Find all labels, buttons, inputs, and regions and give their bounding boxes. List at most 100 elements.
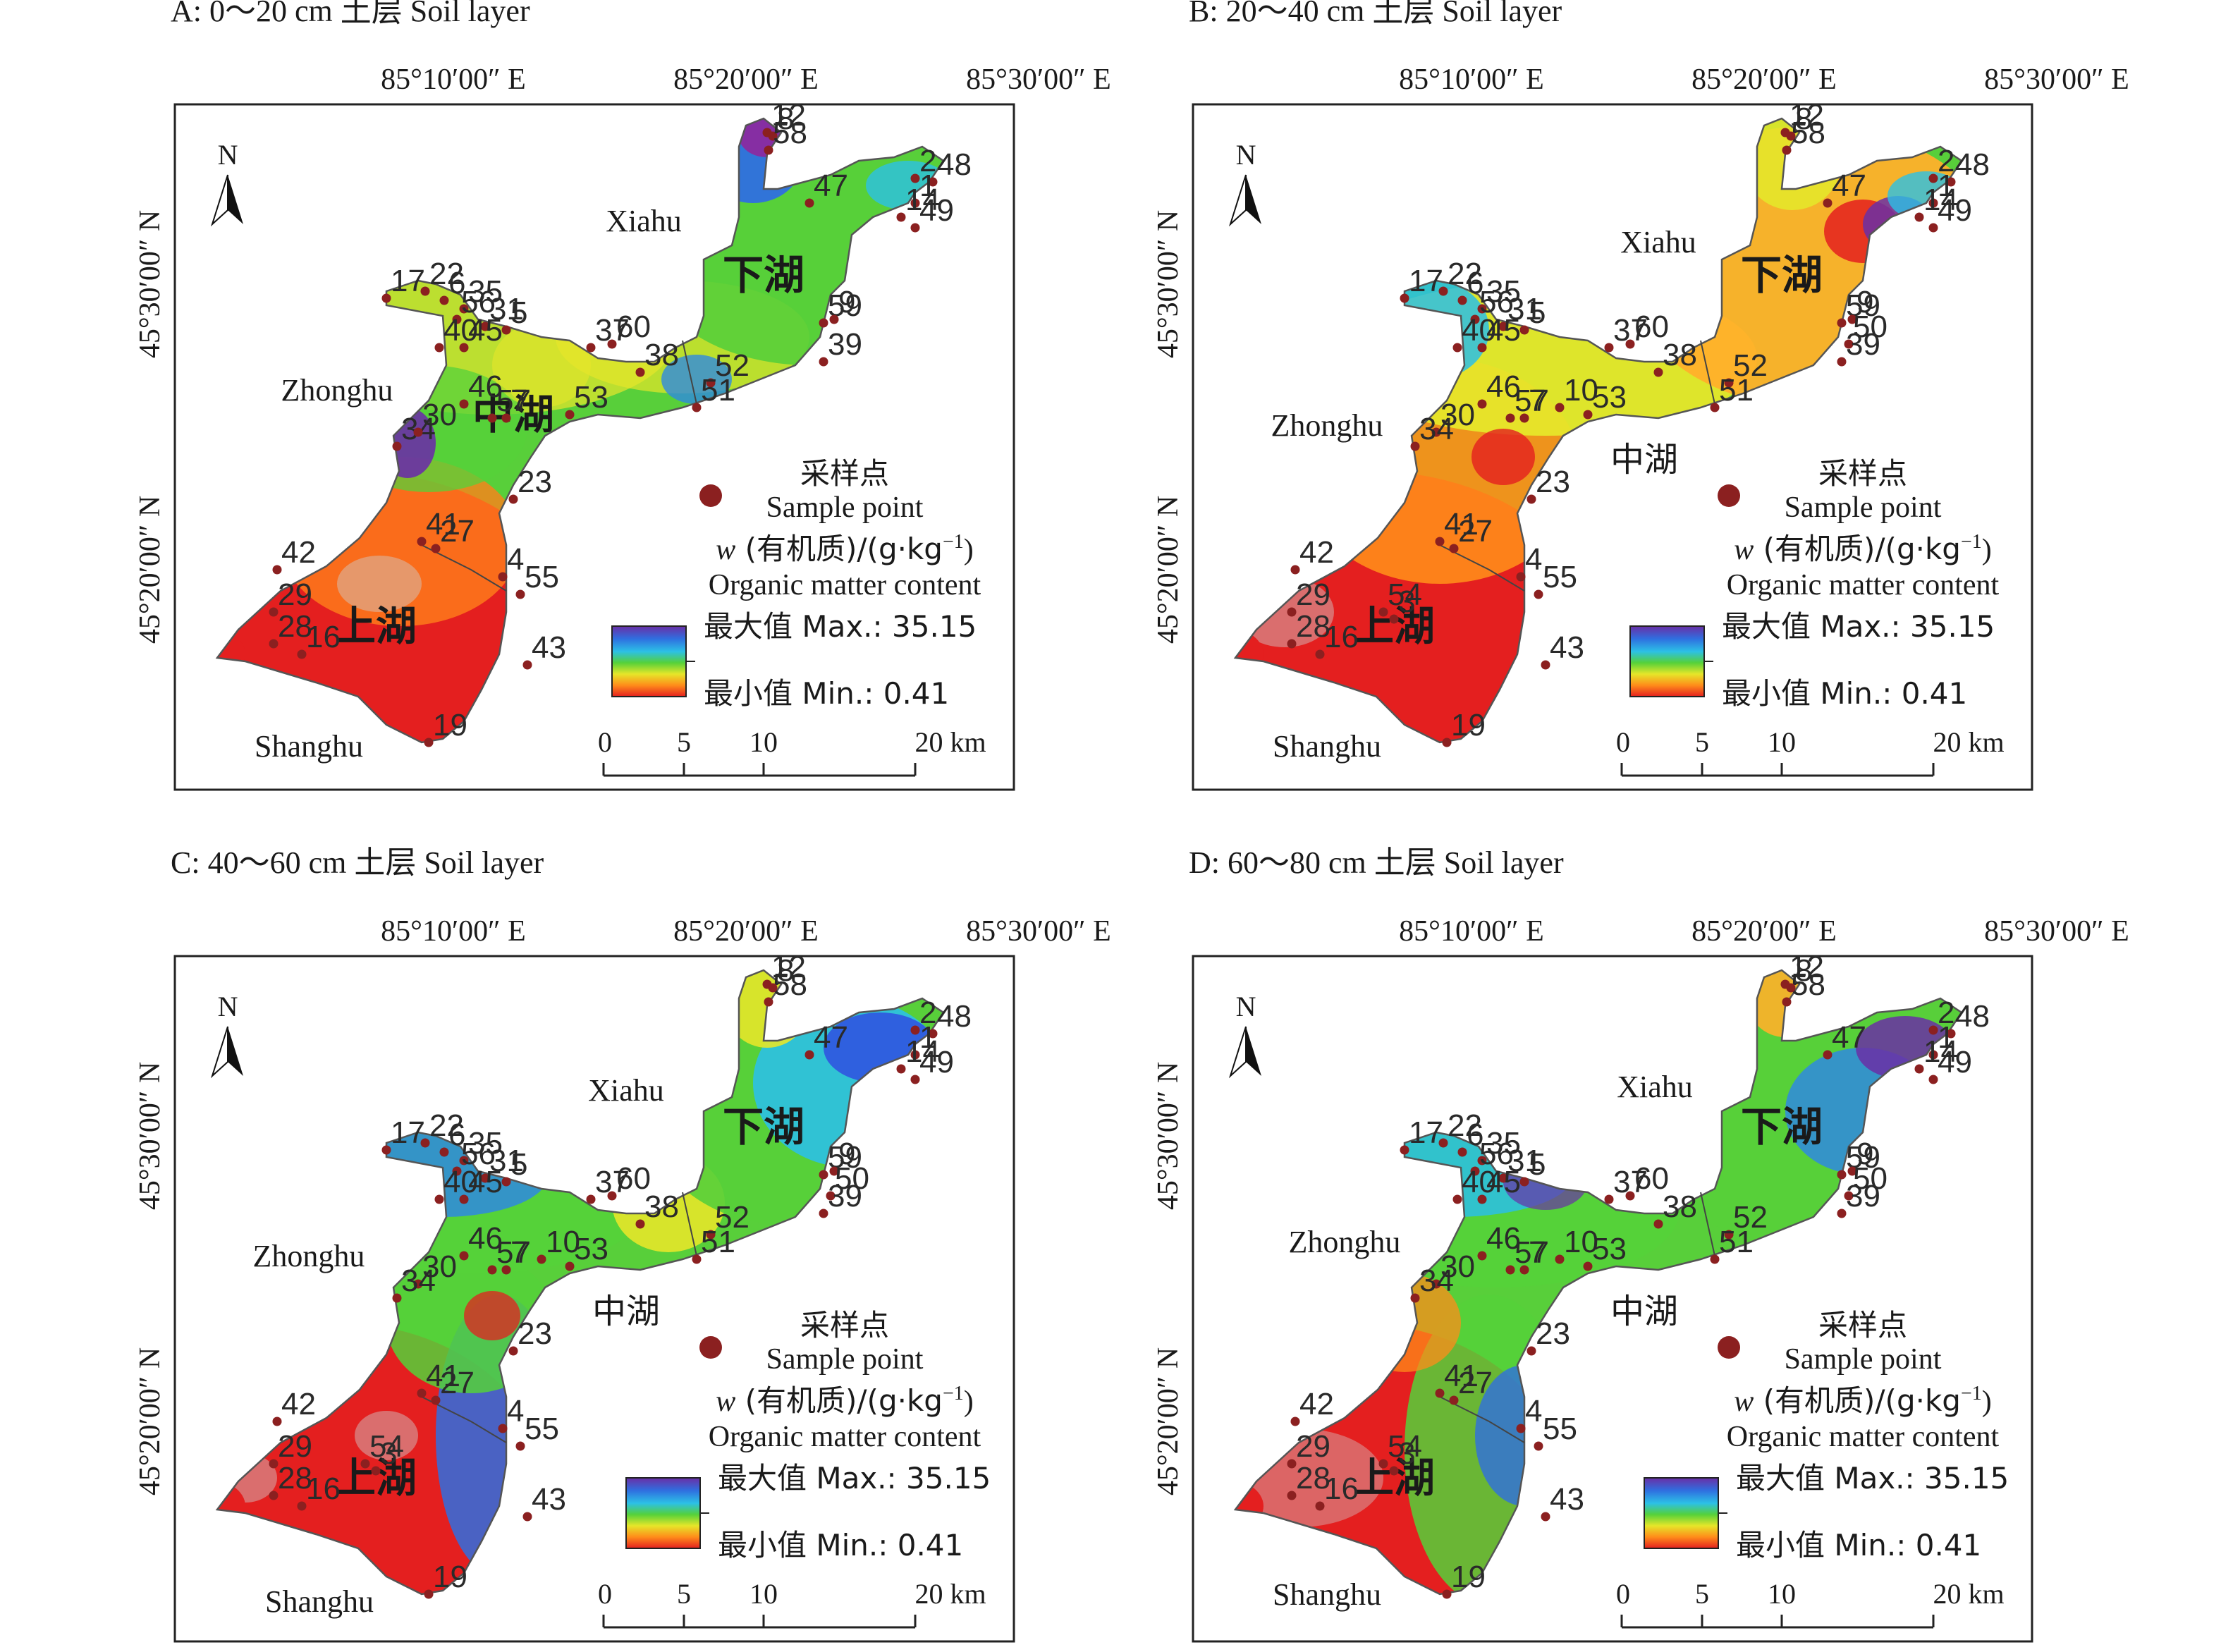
sample-point-label: 41 (426, 507, 460, 542)
sample-point-label: 1 (919, 169, 936, 203)
sample-point-marker (1555, 403, 1565, 412)
sample-point-label: 7 (1529, 384, 1546, 418)
place-name-shanghu: Shanghu (265, 1584, 374, 1619)
sample-point-marker (1526, 1346, 1536, 1356)
sample-point-marker (1847, 1166, 1857, 1176)
sample-point-marker (607, 1191, 617, 1201)
sample-point-marker (1438, 1138, 1448, 1148)
sample-point-label: 40 (443, 313, 478, 348)
sample-point-label: 19 (433, 1560, 467, 1594)
sample-point-marker (439, 295, 449, 305)
sample-point-marker (1837, 1209, 1847, 1218)
sample-point-marker (1837, 1170, 1847, 1180)
sample-point-label: 51 (701, 1225, 735, 1259)
organic-matter-zone (661, 355, 732, 404)
sample-point-label: 58 (1791, 116, 1825, 150)
lake-divider (1700, 1192, 1715, 1256)
sample-point-label: 3 (1398, 585, 1415, 619)
legend-variable-close: ) (1982, 1385, 1992, 1418)
sample-point-marker (431, 544, 441, 553)
lake-divider (682, 1192, 697, 1256)
sample-point-label: 43 (1550, 1482, 1584, 1517)
sample-point-marker (381, 293, 391, 303)
sample-point-marker (819, 1209, 828, 1218)
sample-point-marker (1498, 1173, 1508, 1183)
sample-point-marker (1457, 1147, 1467, 1157)
sample-point-label: 1 (919, 1020, 936, 1055)
sample-point-label: 39 (1846, 1179, 1880, 1213)
sample-point-label: 17 (1409, 1115, 1443, 1150)
legend-variable: w (有机质)/(g·kg−1) (1734, 531, 1991, 566)
sample-point-marker (439, 1147, 449, 1157)
place-name-xiahu: Xiahu (588, 1073, 664, 1108)
sample-point-label: 1 (1938, 169, 1954, 203)
panel-a: A: 0～20 cm 土层 Soil layer 85°10′00″ E 85°20… (134, 0, 1111, 791)
sample-point-label: 31 (489, 292, 524, 326)
legend-variable-name: (有机质)/(g·kg (735, 532, 943, 566)
sample-point-label: 56 (1479, 1137, 1514, 1171)
north-label: N (218, 139, 238, 171)
legend-sample-point-cn: 采样点 (1818, 456, 1907, 491)
sample-point-marker (1724, 378, 1734, 388)
sample-point-marker (1435, 1388, 1445, 1398)
sample-point-label: 46 (1486, 1221, 1521, 1256)
north-arrow-icon: N (210, 139, 243, 227)
longitude-label: 85°20′00″ E (673, 915, 819, 948)
sample-point-label: 47 (1832, 1020, 1866, 1055)
north-label: N (218, 991, 238, 1022)
sample-point-marker (1928, 198, 1938, 208)
longitude-label: 85°20′00″ E (1691, 915, 1837, 948)
sample-point-marker (537, 1254, 546, 1264)
sample-point-label: 47 (814, 169, 848, 203)
sample-point-label: 53 (574, 1232, 608, 1266)
legend-variable: w (有机质)/(g·kg−1) (716, 531, 973, 566)
sample-point-marker (434, 1194, 444, 1204)
sample-point-label: 5 (510, 1147, 527, 1182)
sample-point-label: 35 (1486, 1126, 1521, 1161)
sample-point-label: 9 (1856, 1137, 1873, 1171)
sample-point-label: 6 (1467, 266, 1483, 300)
sample-point-label: 23 (518, 1316, 552, 1351)
legend-min-label: 最小值 Min.: 0.41 (1736, 1528, 1981, 1562)
legend-sample-point-en: Sample point (1785, 491, 1942, 524)
sample-point-marker (417, 1388, 427, 1398)
sample-point-label: 55 (1543, 560, 1577, 594)
sample-point-marker (586, 1194, 596, 1204)
sample-point-marker (269, 607, 279, 617)
sample-point-label: 58 (773, 967, 807, 1002)
sample-point-marker (1928, 173, 1938, 183)
sample-point-marker (459, 1251, 469, 1261)
sample-point-label: 60 (616, 310, 651, 344)
sample-point-marker (607, 339, 617, 349)
sample-point-marker (804, 198, 814, 208)
sample-point-marker (508, 494, 518, 504)
sample-point-label: 4 (1525, 1394, 1542, 1428)
sample-point-label: 8 (1795, 102, 1812, 136)
north-label: N (1236, 991, 1256, 1022)
sample-point-label: 3 (380, 1436, 397, 1471)
sample-point-label: 6 (448, 1118, 465, 1152)
sample-point-label: 30 (422, 398, 457, 432)
sample-point-marker (1837, 318, 1847, 328)
longitude-label: 85°20′00″ E (1691, 63, 1837, 96)
sample-point-label: 54 (369, 1429, 404, 1464)
sample-point-marker (424, 738, 434, 747)
legend-sample-point-en: Sample point (766, 491, 924, 524)
sample-point-label: 29 (1296, 577, 1330, 612)
lake-name-shanghu: 上湖 (1353, 602, 1435, 650)
organic-matter-zone (464, 1291, 520, 1340)
sample-point-marker (1604, 343, 1614, 353)
legend-variable-name: (有机质)/(g·kg (1754, 1383, 1961, 1418)
sample-point-marker (420, 286, 430, 296)
latitude-label: 45°30′00″ N (134, 1062, 166, 1210)
sample-point-marker (1823, 1050, 1833, 1060)
sample-point-label: 16 (306, 620, 341, 654)
sample-point-label: 19 (433, 708, 467, 742)
place-name-zhonghu: Zhonghu (253, 1239, 365, 1273)
sample-point-label: 39 (828, 1179, 862, 1213)
sample-point-label: 39 (1846, 327, 1880, 362)
longitude-label: 85°10′00″ E (381, 915, 526, 948)
sample-point-label: 29 (1296, 1429, 1330, 1464)
sample-point-marker (498, 1424, 508, 1433)
